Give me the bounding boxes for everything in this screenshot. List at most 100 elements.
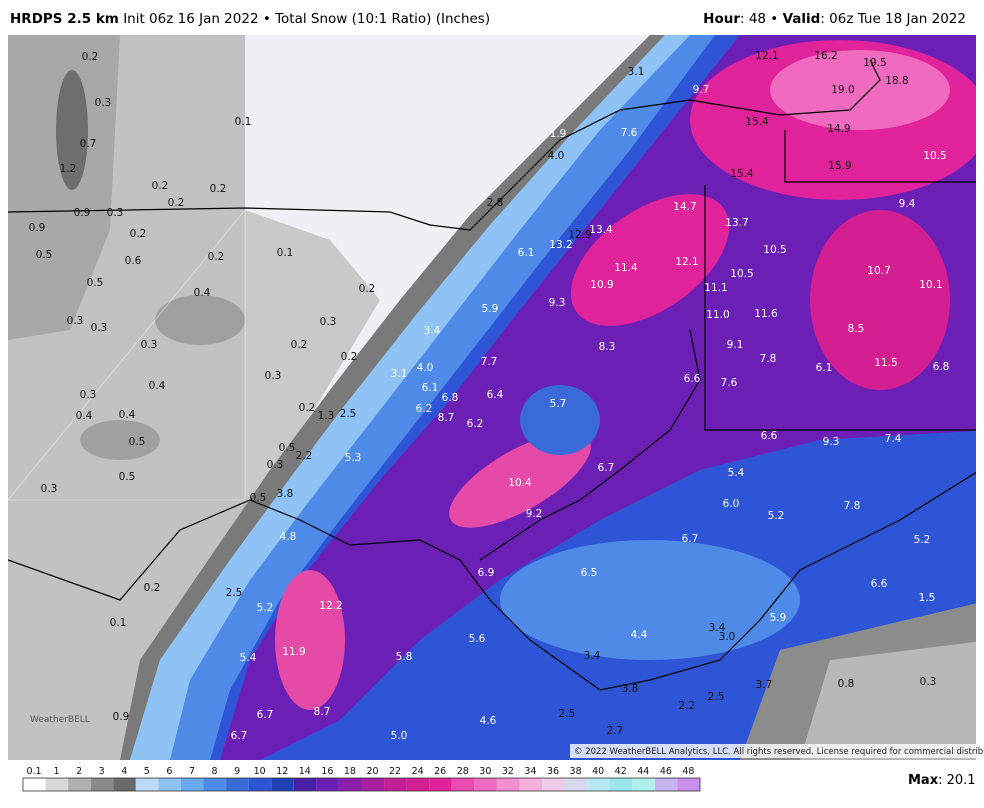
snow-total: 0.5 <box>129 436 146 448</box>
snow-total: 8.5 <box>848 323 865 335</box>
colorbar-tick: 20 <box>366 766 378 777</box>
snow-total: 3.4 <box>424 325 441 337</box>
snow-total: 15.4 <box>745 116 769 128</box>
max-value: : 20.1 <box>938 773 975 788</box>
snow-total: 5.3 <box>345 452 362 464</box>
snow-field <box>8 35 976 760</box>
snow-total: 6.6 <box>871 578 888 590</box>
snow-total: 4.0 <box>548 150 565 162</box>
colorbar-swatch <box>384 778 407 791</box>
snow-total: 12.1 <box>755 50 778 62</box>
colorbar-swatch <box>316 778 339 791</box>
snow-total: 15.9 <box>828 160 851 172</box>
colorbar-tick: 5 <box>144 766 150 777</box>
snow-total: 11.0 <box>706 309 729 321</box>
snow-total: 12.9 <box>568 229 591 241</box>
snow-total: 8.7 <box>438 412 455 424</box>
colorbar-swatch <box>474 778 497 791</box>
snow-total: 5.6 <box>469 633 486 645</box>
snow-total: 19.0 <box>831 84 854 96</box>
snow-total: 3.1 <box>391 368 408 380</box>
snow-total: 0.2 <box>341 351 358 363</box>
logo: WeatherBELL <box>30 715 90 725</box>
snow-total: 0.2 <box>152 180 169 192</box>
snow-total: 0.2 <box>208 251 225 263</box>
snow-total: 5.9 <box>770 612 787 624</box>
snow-total: 0.9 <box>29 222 46 234</box>
snow-total: 6.7 <box>257 709 274 721</box>
snow-total: 5.7 <box>550 398 567 410</box>
colorbar-tick: 40 <box>592 766 604 777</box>
snow-total: 10.1 <box>919 279 942 291</box>
snow-total: 6.6 <box>761 430 778 442</box>
snow-total: 0.2 <box>144 582 161 594</box>
colorbar-tick: 42 <box>615 766 627 777</box>
colorbar-tick: 16 <box>321 766 333 777</box>
snow-total: 0.5 <box>87 277 104 289</box>
snow-total: 10.5 <box>923 150 946 162</box>
snow-total: 6.6 <box>684 373 701 385</box>
snow-total: 7.6 <box>721 377 738 389</box>
snow-total: 8.7 <box>314 706 331 718</box>
colorbar-tick: 34 <box>524 766 536 777</box>
snow-total: 14.7 <box>673 201 696 213</box>
copyright: © 2022 WeatherBELL Analytics, LLC. All r… <box>574 747 984 757</box>
snow-total: 7.4 <box>885 433 902 445</box>
snow-total: 7.8 <box>760 353 777 365</box>
snow-total: 9.7 <box>693 84 710 96</box>
snow-total: 0.2 <box>210 183 227 195</box>
colorbar-swatch <box>338 778 362 791</box>
snow-total: 0.4 <box>119 409 136 421</box>
colorbar-tick: 10 <box>254 766 266 777</box>
snow-total: 2.5 <box>559 708 576 720</box>
colorbar-swatch <box>113 778 136 791</box>
snow-total: 2.8 <box>487 197 504 209</box>
snow-total: 0.3 <box>107 207 124 219</box>
snow-total: 3.4 <box>584 650 601 662</box>
colorbar-tick: 22 <box>389 766 401 777</box>
colorbar-tick: 38 <box>570 766 582 777</box>
snow-total: 0.2 <box>291 339 308 351</box>
max-label: Max <box>908 773 939 788</box>
snow-total: 6.4 <box>487 389 504 401</box>
colorbar-tick: 6 <box>166 766 172 777</box>
snow-total: 12.2 <box>319 600 342 612</box>
valid: : 06z Tue 18 Jan 2022 <box>820 11 966 27</box>
snow-total: 13.7 <box>725 217 748 229</box>
colorbar-swatch <box>180 778 204 791</box>
snow-total: 0.3 <box>41 483 58 495</box>
snow-total: 0.4 <box>149 380 166 392</box>
snow-total: 0.3 <box>320 316 337 328</box>
snow-total: 0.2 <box>168 197 185 209</box>
model: HRDPS 2.5 km <box>10 11 119 27</box>
colorbar-swatch <box>542 778 565 791</box>
snow-total: 0.3 <box>267 459 284 471</box>
colorbar-tick: 18 <box>344 766 356 777</box>
snow-total: 6.0 <box>723 498 740 510</box>
snow-total: 7.7 <box>481 356 498 368</box>
colorbar-swatch <box>451 778 475 791</box>
snow-total: 11.6 <box>754 308 778 320</box>
colorbar: 0.1 1 2 3 4 5 6 7 8 9 10 12 14 16 18 20 22 24 26 28 30 32 34 36… <box>22 766 701 792</box>
colorbar-tick: 44 <box>637 766 649 777</box>
snow-total: 6.1 <box>422 382 439 394</box>
snow-total: 4.0 <box>417 362 434 374</box>
snow-total: 9.3 <box>823 436 840 448</box>
snow-total: 9.1 <box>727 339 744 351</box>
value-labels: 0.2 0.3 0.1 0.7 1.2 0.2 0.2 0.2 0.9 0.3 0.9 0.2 0.5 0… <box>29 50 950 742</box>
snow-total: 0.9 <box>113 711 130 723</box>
snow-total: 11.1 <box>704 282 727 294</box>
snow-total: 0.5 <box>279 442 296 454</box>
colorbar-swatch <box>609 778 633 791</box>
snow-total: 5.8 <box>396 651 413 663</box>
colorbar-tick: 36 <box>547 766 559 777</box>
snow-total: 7.8 <box>844 500 861 512</box>
colorbar-swatch <box>293 778 317 791</box>
snow-total: 6.1 <box>816 362 833 374</box>
colorbar-tick: 14 <box>299 766 311 777</box>
snow-total: 10.4 <box>508 477 532 489</box>
snow-total: 3.7 <box>756 679 773 691</box>
colorbar-frame <box>22 777 701 792</box>
snow-total: 3.4 <box>709 622 726 634</box>
snow-total: 0.2 <box>82 51 99 63</box>
